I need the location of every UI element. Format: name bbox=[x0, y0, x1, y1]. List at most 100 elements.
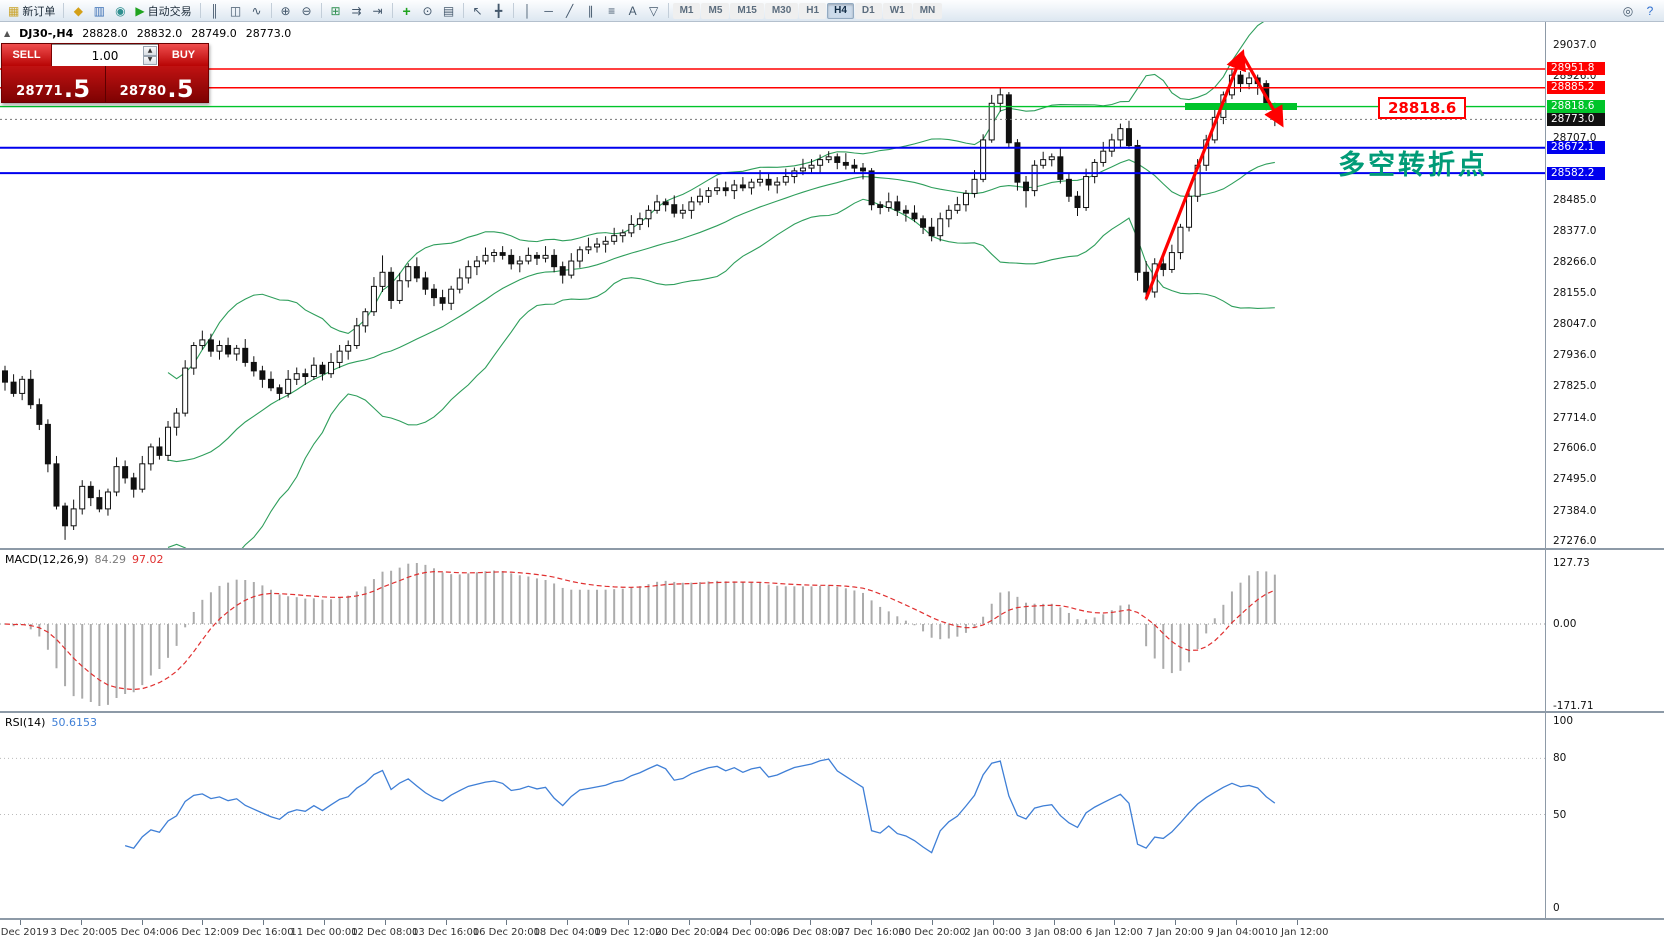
main-chart-canvas[interactable] bbox=[0, 22, 1545, 549]
candlestick-chart-button[interactable]: ◫ bbox=[226, 2, 246, 20]
toolbar-separator bbox=[391, 3, 393, 18]
rsi-canvas[interactable] bbox=[0, 713, 1545, 918]
timeframe-h1[interactable]: H1 bbox=[799, 2, 827, 19]
chart-macd-splitter[interactable] bbox=[0, 548, 1664, 550]
time-axis-tick bbox=[1053, 920, 1055, 925]
horizontal-line-icon: ─ bbox=[544, 3, 553, 18]
new-order-button[interactable]: ▦ 新订单 bbox=[4, 2, 59, 20]
periods-button[interactable]: ⊙ bbox=[418, 2, 438, 20]
timeframe-mn[interactable]: MN bbox=[912, 2, 943, 19]
toolbar-separator bbox=[270, 3, 272, 18]
crosshair-button[interactable]: ╋ bbox=[489, 2, 509, 20]
time-axis-tick bbox=[628, 920, 629, 925]
horizontal-line-button[interactable]: ─ bbox=[539, 2, 559, 20]
timeframe-d1[interactable]: D1 bbox=[854, 2, 882, 19]
volume-down-button[interactable]: ▼ bbox=[143, 55, 157, 65]
indicators-button[interactable]: + bbox=[397, 2, 417, 20]
vertical-line-button[interactable]: │ bbox=[518, 2, 538, 20]
time-axis-tick bbox=[506, 920, 508, 925]
text-label-button[interactable]: A bbox=[623, 2, 643, 20]
price-axis-label: 29037.0 bbox=[1553, 39, 1597, 51]
sell-price[interactable]: 28771.5 bbox=[2, 66, 106, 102]
time-axis-tick bbox=[141, 920, 143, 925]
price-level-label: 28818.6 bbox=[1378, 97, 1467, 119]
time-axis-tick bbox=[445, 920, 447, 925]
timeframe-m1[interactable]: M1 bbox=[672, 2, 701, 19]
search-button[interactable]: ◎ bbox=[1618, 2, 1638, 20]
autotrading-button[interactable]: ▶ 自动交易 bbox=[131, 2, 195, 20]
fibonacci-button[interactable]: ≡ bbox=[602, 2, 622, 20]
rsi-timeaxis-splitter[interactable] bbox=[0, 918, 1664, 920]
price-axis-label: 27384.0 bbox=[1553, 504, 1597, 517]
macd-rsi-splitter[interactable] bbox=[0, 711, 1664, 713]
timeframe-m30[interactable]: M30 bbox=[764, 2, 799, 19]
timeframe-h4[interactable]: H4 bbox=[827, 2, 854, 19]
auto-scroll-icon: ⇉ bbox=[351, 3, 362, 18]
navigator-button[interactable]: ▥ bbox=[89, 2, 109, 20]
time-axis-label: 7 Jan 20:00 bbox=[1146, 927, 1204, 938]
channel-button[interactable]: ∥ bbox=[581, 2, 601, 20]
rsi-axis-label: 100 bbox=[1553, 715, 1574, 727]
time-axis-label: 3 Jan 08:00 bbox=[1025, 927, 1083, 938]
tile-windows-button[interactable]: ⊞ bbox=[326, 2, 346, 20]
time-axis-tick bbox=[871, 920, 873, 925]
rsi-value: 50.6153 bbox=[51, 716, 97, 729]
templates-button[interactable]: ▤ bbox=[439, 2, 459, 20]
cursor-button[interactable]: ↖ bbox=[468, 2, 488, 20]
help-button[interactable]: ? bbox=[1640, 2, 1660, 20]
time-axis-label: 26 Dec 08:00 bbox=[776, 927, 845, 938]
macd-canvas[interactable] bbox=[0, 550, 1545, 711]
volume-spinner[interactable]: 1.00 ▲ ▼ bbox=[52, 44, 158, 66]
one-click-trading-panel: SELL 1.00 ▲ ▼ BUY 28771.5 28780.5 bbox=[1, 43, 209, 103]
price-scale[interactable]: 29037.0 28926.0 28707.0 28485.0 28377.0 28266… bbox=[1546, 22, 1664, 549]
text-label-icon: A bbox=[628, 3, 637, 18]
chart-shift-button[interactable]: ⇥ bbox=[368, 2, 388, 20]
price-tag-blue: 28672.1 bbox=[1547, 141, 1605, 155]
price-axis-label: 27606.0 bbox=[1553, 442, 1597, 455]
time-axis-label: 9 Jan 04:00 bbox=[1207, 927, 1265, 938]
price-axis-label: 27495.0 bbox=[1553, 473, 1597, 486]
volume-up-button[interactable]: ▲ bbox=[143, 46, 157, 56]
price-tag-red: 28885.2 bbox=[1547, 81, 1605, 95]
time-axis-label: 11 Dec 00:00 bbox=[290, 927, 358, 938]
macd-label: MACD(12,26,9) 84.29 97.02 bbox=[5, 553, 164, 566]
time-axis-label: 10 Jan 12:00 bbox=[1265, 927, 1329, 938]
timeframe-m5[interactable]: M5 bbox=[701, 2, 730, 19]
time-axis-tick bbox=[992, 920, 994, 925]
price-scale-border bbox=[1545, 22, 1546, 920]
macd-axis-label: 127.73 bbox=[1553, 557, 1590, 569]
timeframe-w1[interactable]: W1 bbox=[882, 2, 912, 19]
trendline-icon: ╱ bbox=[565, 3, 574, 18]
buy-button[interactable]: BUY bbox=[158, 44, 208, 66]
time-axis-tick bbox=[324, 920, 325, 925]
sell-price-frac: .5 bbox=[63, 75, 91, 103]
zoom-in-button[interactable]: ⊕ bbox=[276, 2, 296, 20]
bar-chart-icon: ║ bbox=[210, 3, 219, 18]
zoom-out-button[interactable]: ⊖ bbox=[297, 2, 317, 20]
terminal-button[interactable]: ◉ bbox=[110, 2, 130, 20]
auto-scroll-button[interactable]: ⇉ bbox=[347, 2, 367, 20]
time-axis-label: 30 Dec 20:00 bbox=[898, 927, 966, 938]
one-click-toggle-icon[interactable]: ▲ bbox=[4, 29, 11, 38]
time-axis-label: 19 Dec 12:00 bbox=[594, 927, 662, 938]
arrows-button[interactable]: ▽ bbox=[644, 2, 664, 20]
buy-price[interactable]: 28780.5 bbox=[106, 66, 209, 102]
help-icon: ? bbox=[1646, 3, 1654, 18]
bar-chart-button[interactable]: ║ bbox=[205, 2, 225, 20]
time-axis-label: 24 Dec 00:00 bbox=[715, 927, 784, 938]
time-axis-label: 27 Dec 16:00 bbox=[837, 927, 905, 938]
time-axis-label: 16 Dec 20:00 bbox=[472, 927, 541, 938]
time-axis-tick bbox=[384, 920, 386, 925]
sell-button[interactable]: SELL bbox=[2, 44, 52, 66]
time-axis-tick bbox=[20, 920, 21, 925]
time-axis-tick bbox=[263, 920, 265, 925]
market-watch-button[interactable]: ◆ bbox=[68, 2, 88, 20]
line-chart-button[interactable]: ∿ bbox=[247, 2, 267, 20]
timeframe-m15[interactable]: M15 bbox=[730, 2, 764, 19]
trendline-button[interactable]: ╱ bbox=[560, 2, 580, 20]
time-axis-tick bbox=[688, 920, 690, 925]
price-axis-label: 27825.0 bbox=[1553, 380, 1597, 393]
macd-signal-value: 97.02 bbox=[132, 553, 164, 566]
